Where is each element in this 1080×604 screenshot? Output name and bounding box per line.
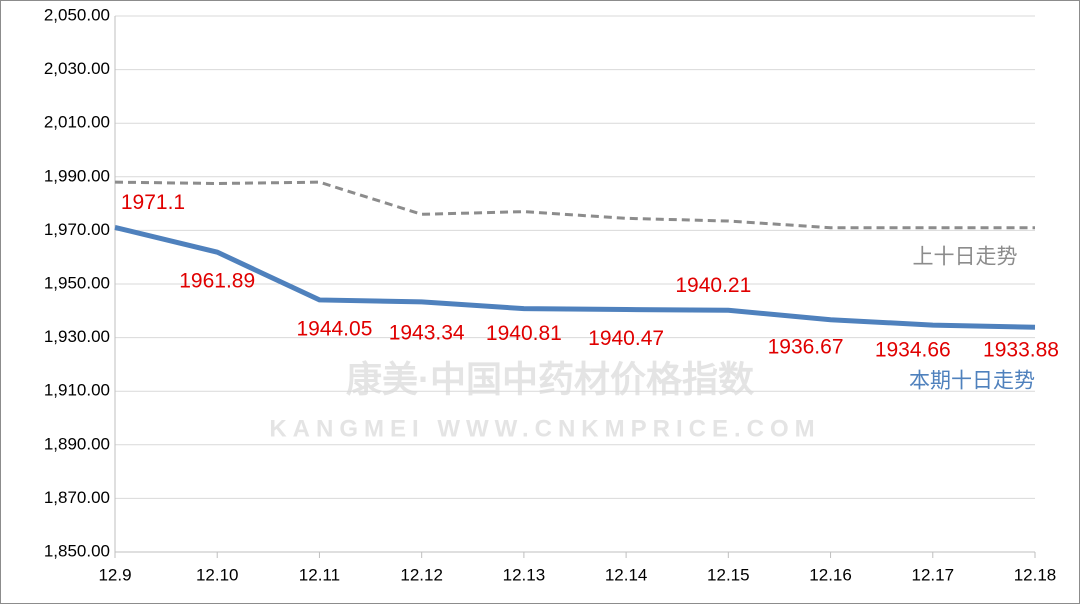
x-tick-label: 12.17	[912, 565, 955, 584]
data-label: 1940.81	[486, 322, 562, 345]
y-tick-label: 1,950.00	[44, 273, 110, 292]
watermark: KANGMEI WWW.CNKMPRICE.COM	[269, 415, 820, 442]
watermark: 康美·中国中药材价格指数	[346, 359, 754, 400]
series-line	[114, 225, 1036, 330]
y-tick-label: 2,050.00	[44, 5, 110, 24]
legend-label: 上十日走势	[913, 246, 1018, 269]
data-label: 1934.66	[875, 339, 951, 362]
x-tick-label: 12.18	[1014, 565, 1057, 584]
data-label: 1940.47	[588, 327, 664, 350]
data-label: 1936.67	[768, 335, 844, 358]
y-tick-label: 1,850.00	[44, 541, 110, 560]
x-tick-label: 12.11	[299, 565, 340, 584]
data-label: 1933.88	[983, 339, 1059, 362]
y-tick-label: 1,870.00	[44, 488, 110, 507]
y-tick-label: 1,890.00	[44, 434, 110, 453]
x-tick-label: 12.14	[605, 565, 648, 584]
data-label: 1944.05	[296, 317, 372, 340]
y-tick-label: 1,990.00	[44, 166, 110, 185]
x-tick-label: 12.10	[196, 565, 239, 584]
data-label: 1940.21	[675, 274, 751, 297]
y-tick-label: 1,910.00	[44, 381, 110, 400]
x-tick-label: 12.16	[809, 565, 852, 584]
x-tick-label: 12.13	[503, 565, 546, 584]
x-tick-label: 12.9	[98, 565, 131, 584]
series-line	[114, 180, 1035, 230]
y-tick-label: 1,970.00	[44, 220, 110, 239]
y-tick-label: 2,010.00	[44, 113, 110, 132]
data-label: 1971.1	[121, 191, 185, 214]
x-tick-label: 12.12	[400, 565, 443, 584]
y-tick-label: 2,030.00	[44, 59, 110, 78]
legend-label: 本期十日走势	[909, 370, 1035, 393]
data-label: 1943.34	[389, 321, 465, 344]
data-label: 1961.89	[179, 270, 255, 293]
x-tick-label: 12.15	[707, 565, 750, 584]
y-tick-label: 1,930.00	[44, 327, 110, 346]
